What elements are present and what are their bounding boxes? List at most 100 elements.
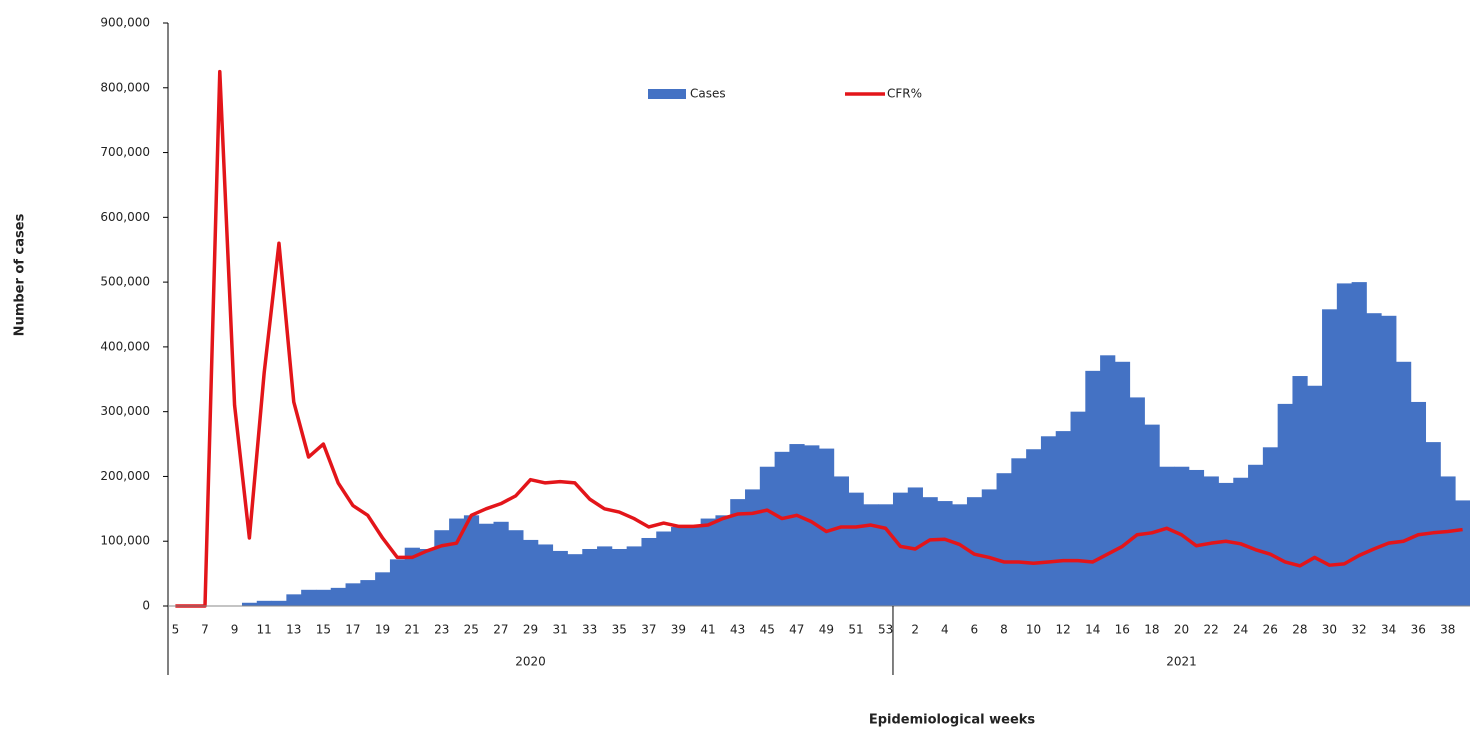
bar xyxy=(1188,469,1205,606)
y-tick-label: 500,000 xyxy=(100,275,150,289)
bar xyxy=(537,544,554,606)
bar xyxy=(952,504,968,606)
x-tick-label: 43 xyxy=(730,623,745,637)
bar xyxy=(1425,442,1441,606)
x-tick-label: 20 xyxy=(1174,623,1189,637)
bar xyxy=(759,466,776,606)
bar xyxy=(1307,385,1323,606)
x-tick-label: 39 xyxy=(671,623,686,637)
bar xyxy=(819,448,835,606)
bar xyxy=(1129,397,1145,606)
y-axis-title: Number of cases xyxy=(13,213,28,336)
bar xyxy=(1070,411,1086,606)
bar xyxy=(1396,361,1412,606)
bar xyxy=(419,548,435,606)
bar xyxy=(1011,458,1027,606)
bar xyxy=(1100,355,1116,606)
bar xyxy=(597,546,613,606)
bar xyxy=(981,489,997,606)
bar xyxy=(1336,283,1353,606)
bar xyxy=(345,583,361,606)
y-tick-label: 600,000 xyxy=(100,210,150,224)
x-axis-title: Epidemiological weeks xyxy=(869,713,1036,728)
bar xyxy=(1159,466,1175,606)
y-tick-label: 800,000 xyxy=(100,80,150,94)
bar xyxy=(567,554,583,606)
bar xyxy=(389,559,406,606)
bar xyxy=(1233,477,1249,606)
bar xyxy=(1085,370,1101,606)
bar xyxy=(1455,500,1470,606)
bar xyxy=(700,518,716,606)
bar xyxy=(774,451,790,606)
bar xyxy=(1262,447,1279,606)
x-tick-label: 15 xyxy=(316,623,331,637)
x-tick-label: 27 xyxy=(493,623,508,637)
bar xyxy=(315,589,332,606)
bar xyxy=(256,600,272,606)
x-tick-label: 13 xyxy=(286,623,301,637)
bar xyxy=(463,515,480,606)
y-tick-label: 700,000 xyxy=(100,145,150,159)
bar xyxy=(1440,476,1456,606)
bar xyxy=(434,530,450,606)
bar xyxy=(922,497,938,606)
y-tick-label: 300,000 xyxy=(100,404,150,418)
bar xyxy=(301,589,317,606)
x-tick-label: 25 xyxy=(464,623,479,637)
x-tick-label: 51 xyxy=(848,623,863,637)
bar xyxy=(241,602,258,606)
x-tick-label: 22 xyxy=(1203,623,1218,637)
x-tick-label: 23 xyxy=(434,623,449,637)
bar xyxy=(641,537,657,606)
x-tick-label: 32 xyxy=(1351,623,1366,637)
x-tick-label: 33 xyxy=(582,623,597,637)
bar xyxy=(966,497,983,606)
legend-label: Cases xyxy=(690,87,726,101)
group-label: 2021 xyxy=(1166,655,1197,669)
x-tick-label: 30 xyxy=(1322,623,1337,637)
bar xyxy=(1351,282,1367,606)
bar xyxy=(478,523,494,606)
bar xyxy=(375,572,391,606)
x-tick-label: 17 xyxy=(345,623,360,637)
x-tick-label: 41 xyxy=(700,623,715,637)
bar xyxy=(1410,401,1427,606)
bar xyxy=(1055,431,1071,606)
line xyxy=(175,69,1463,608)
bar xyxy=(848,492,864,606)
bar xyxy=(730,499,746,606)
x-tick-label: 34 xyxy=(1381,623,1396,637)
bar xyxy=(1144,424,1160,606)
x-tick-label: 28 xyxy=(1292,623,1307,637)
x-tick-label: 47 xyxy=(789,623,804,637)
bar xyxy=(493,521,509,606)
x-tick-label: 31 xyxy=(552,623,567,637)
x-tick-label: 8 xyxy=(1000,623,1008,637)
x-tick-label: 7 xyxy=(201,623,209,637)
bar xyxy=(1322,309,1338,606)
bar xyxy=(582,548,598,606)
bar xyxy=(833,476,849,606)
x-tick-label: 36 xyxy=(1411,623,1426,637)
x-tick-label: 5 xyxy=(172,623,180,637)
bar xyxy=(523,539,539,606)
bar xyxy=(715,515,731,606)
bar xyxy=(1218,482,1234,606)
bar xyxy=(1203,476,1219,606)
x-tick-label: 10 xyxy=(1026,623,1041,637)
x-tick-label: 2 xyxy=(911,623,919,637)
bar xyxy=(878,504,894,606)
bar xyxy=(1248,464,1264,606)
x-tick-label: 4 xyxy=(941,623,949,637)
x-tick-label: 29 xyxy=(523,623,538,637)
bar xyxy=(804,445,820,606)
bar xyxy=(271,600,287,606)
x-tick-label: 49 xyxy=(819,623,834,637)
group-label: 2020 xyxy=(515,655,546,669)
bar xyxy=(892,492,909,606)
bar xyxy=(404,547,420,606)
x-tick-label: 12 xyxy=(1055,623,1070,637)
bar xyxy=(1114,361,1131,606)
